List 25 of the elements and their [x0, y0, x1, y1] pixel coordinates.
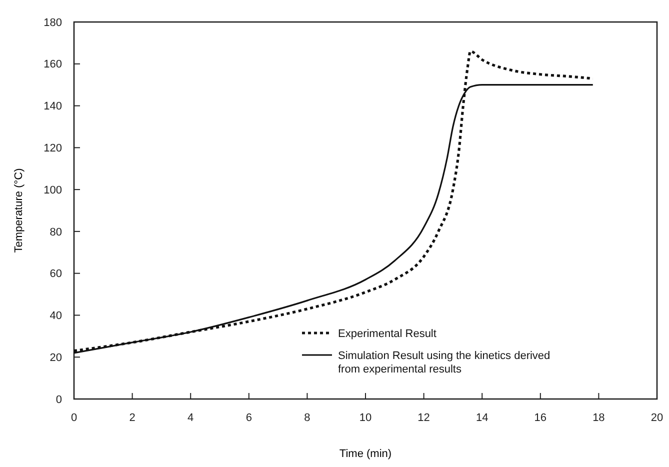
y-tick-label: 20: [50, 352, 62, 364]
y-tick-label: 160: [44, 58, 62, 71]
y-axis-title: Temperature (°C): [13, 168, 25, 253]
y-tick-label: 180: [44, 16, 62, 29]
x-tick-label: 20: [650, 412, 664, 424]
y-tick-label: 80: [50, 226, 62, 238]
x-tick-label: 10: [359, 412, 372, 424]
y-tick-label: 60: [50, 268, 62, 280]
y-tick-label: 40: [50, 310, 62, 322]
legend-label: Experimental Result: [338, 328, 436, 340]
y-tick-label: 140: [44, 100, 62, 113]
x-tick-label: 2: [129, 412, 136, 424]
x-tick-label: 16: [534, 412, 547, 424]
legend-label: Simulation Result using the kinetics derived from experimental results: [338, 350, 550, 376]
x-tick-label: 14: [476, 412, 488, 424]
x-tick-label: 18: [592, 412, 605, 424]
x-tick-label: 8: [304, 412, 310, 424]
y-tick-label: 120: [44, 142, 62, 155]
x-tick-label: 4: [188, 412, 194, 424]
x-axis-title: Time (min): [339, 448, 392, 460]
x-tick-label: 0: [70, 412, 78, 424]
x-tick-label: 12: [418, 412, 430, 424]
y-tick-label: 0: [56, 394, 62, 406]
x-tick-label: 6: [246, 412, 252, 424]
y-tick-label: 100: [44, 184, 62, 196]
